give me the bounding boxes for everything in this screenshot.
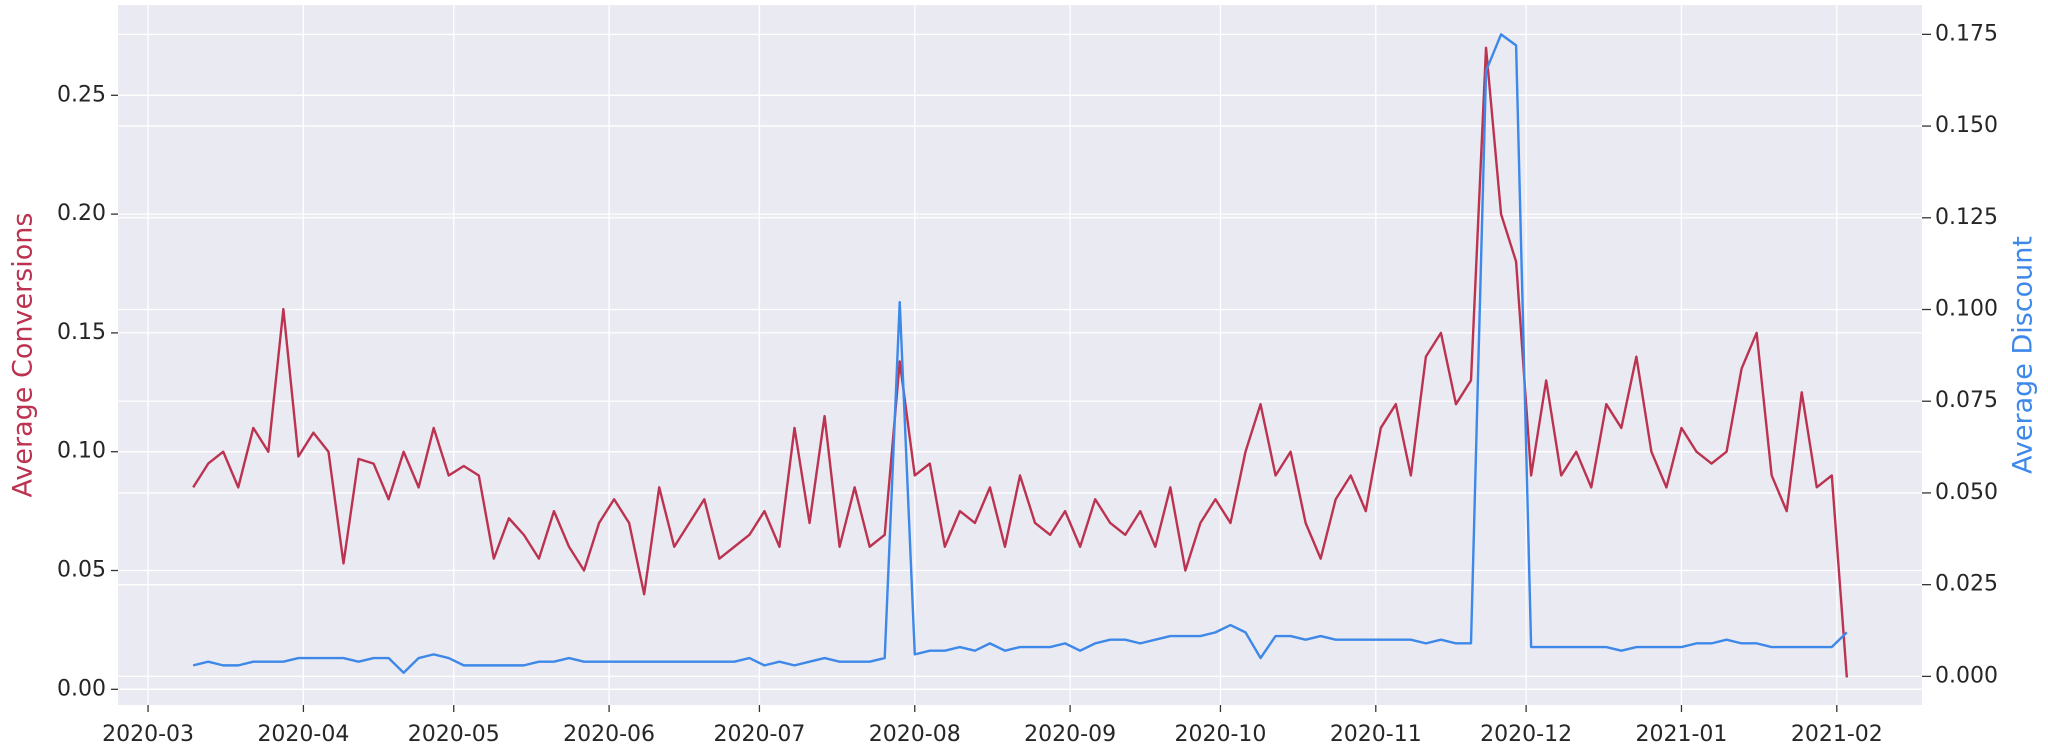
x-tick-label: 2020-12 bbox=[1480, 722, 1572, 747]
plot-area bbox=[118, 5, 1922, 705]
x-tick-label: 2020-10 bbox=[1174, 722, 1266, 747]
x-tick-label: 2020-05 bbox=[408, 722, 500, 747]
y2-tick-label: 0.000 bbox=[1935, 663, 1998, 688]
y2-tick-label: 0.125 bbox=[1935, 205, 1998, 230]
x-tick-label: 2020-07 bbox=[713, 722, 805, 747]
x-tick-label: 2020-06 bbox=[563, 722, 655, 747]
y2-axis-label: Average Discount bbox=[2008, 236, 2039, 474]
y-tick-label: 0.15 bbox=[57, 320, 106, 345]
x-tick-label: 2020-03 bbox=[102, 722, 194, 747]
y-tick-label: 0.10 bbox=[57, 439, 106, 464]
grid bbox=[118, 5, 1922, 705]
y-tick-label: 0.25 bbox=[57, 82, 106, 107]
axes: 2020-03 2020-04 2020-05 2020-06 2020-07 2020-… bbox=[57, 21, 1998, 747]
y2-tick-label: 0.100 bbox=[1935, 297, 1998, 322]
lines bbox=[192, 33, 1849, 678]
y2-tick-label: 0.175 bbox=[1935, 21, 1998, 46]
x-tick-label: 2020-11 bbox=[1330, 722, 1422, 747]
x-tick-label: 2020-08 bbox=[869, 722, 961, 747]
y-tick-label: 0.05 bbox=[57, 558, 106, 583]
y-tick-label: 0.20 bbox=[57, 201, 106, 226]
y2-tick-label: 0.150 bbox=[1935, 113, 1998, 138]
series-line bbox=[192, 33, 1848, 674]
x-tick-label: 2021-01 bbox=[1636, 722, 1728, 747]
x-tick-label: 2020-09 bbox=[1024, 722, 1116, 747]
y-tick-label: 0.00 bbox=[57, 676, 106, 701]
y2-tick-label: 0.075 bbox=[1935, 388, 1998, 413]
y2-tick-label: 0.025 bbox=[1935, 572, 1998, 597]
y-axis-label: Average Conversions bbox=[8, 213, 39, 498]
y2-tick-label: 0.050 bbox=[1935, 480, 1998, 505]
x-tick-label: 2021-02 bbox=[1791, 722, 1883, 747]
x-tick-label: 2020-04 bbox=[257, 722, 349, 747]
series-line bbox=[192, 46, 1849, 678]
